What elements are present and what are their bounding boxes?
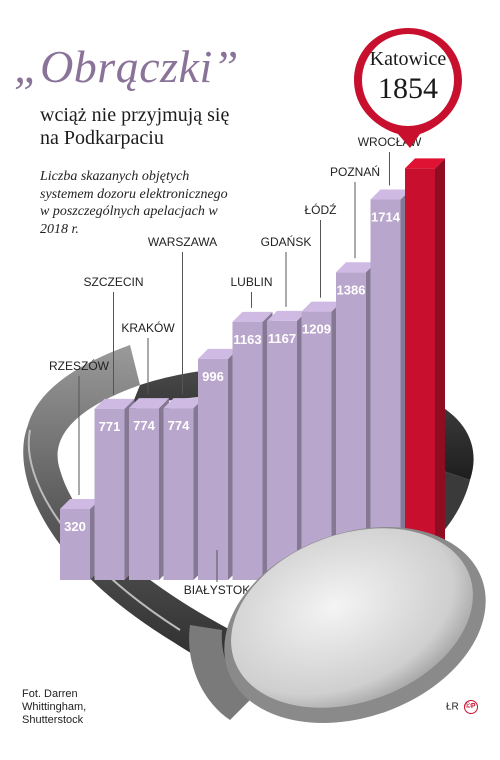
bar-5 bbox=[232, 311, 273, 580]
publisher-logo: ŁR ©P bbox=[446, 700, 478, 714]
chart-subtitle: wciąż nie przyjmują się na Podkarpaciu bbox=[40, 104, 229, 150]
bar-value-label-7: 1209 bbox=[302, 322, 331, 337]
katowice-callout-pin bbox=[354, 28, 462, 148]
monitor-pod-illustration bbox=[189, 526, 486, 724]
category-label-7: ŁÓDŹ bbox=[304, 202, 336, 217]
logo-initials: ŁR bbox=[446, 701, 459, 713]
category-label-0: RZESZÓW bbox=[49, 358, 110, 373]
callout-city: Katowice bbox=[369, 48, 447, 70]
bar-value-label-2: 774 bbox=[133, 418, 155, 433]
credit-line-2: Whittingham, bbox=[22, 701, 87, 713]
bars-layer: 320 771 774 774 996 1163 1167 1209 1386 1714 bbox=[60, 158, 445, 581]
credit-line-3: Shutterstock bbox=[22, 714, 84, 726]
credit-line-1: Fot. Darren bbox=[22, 688, 78, 700]
bar-3 bbox=[163, 398, 204, 580]
category-label-6: GDAŃSK bbox=[261, 234, 312, 249]
category-label-5: LUBLIN bbox=[230, 275, 272, 289]
category-label-2: KRAKÓW bbox=[121, 320, 175, 335]
photo-credit: Fot. Darren Whittingham, Shutterstock bbox=[22, 688, 86, 727]
bar-8 bbox=[336, 262, 376, 580]
chart-description: Liczba skazanych objętych systemem dozor… bbox=[40, 169, 228, 237]
bar-value-label-0: 320 bbox=[64, 519, 86, 534]
subtitle-line-2: na Podkarpaciu bbox=[40, 127, 164, 149]
category-label-3: WARSZAWA bbox=[148, 235, 217, 249]
bar-value-label-8: 1386 bbox=[337, 282, 366, 297]
bar-value-label-1: 771 bbox=[99, 419, 121, 434]
bar-value-label-9: 1714 bbox=[371, 209, 401, 224]
logo-mark: ©P bbox=[463, 700, 478, 714]
callout-value: 1854 bbox=[378, 72, 438, 105]
bar-9 bbox=[370, 189, 411, 580]
bar-value-label-6: 1167 bbox=[268, 331, 296, 346]
chart-title: „Obrączki” bbox=[14, 41, 239, 92]
bar-10 bbox=[405, 158, 445, 581]
bar-value-label-3: 774 bbox=[168, 418, 190, 433]
bar-value-label-5: 1163 bbox=[233, 332, 261, 347]
bar-6 bbox=[267, 310, 307, 580]
subtitle-line-1: wciąż nie przyjmują się bbox=[40, 104, 230, 126]
category-label-1: SZCZECIN bbox=[84, 275, 144, 289]
bar-0 bbox=[60, 498, 100, 580]
bar-value-label-4: 996 bbox=[202, 369, 224, 384]
category-label-4: BIAŁYSTOK bbox=[184, 583, 250, 597]
category-label-8: POZNAŃ bbox=[330, 164, 380, 179]
